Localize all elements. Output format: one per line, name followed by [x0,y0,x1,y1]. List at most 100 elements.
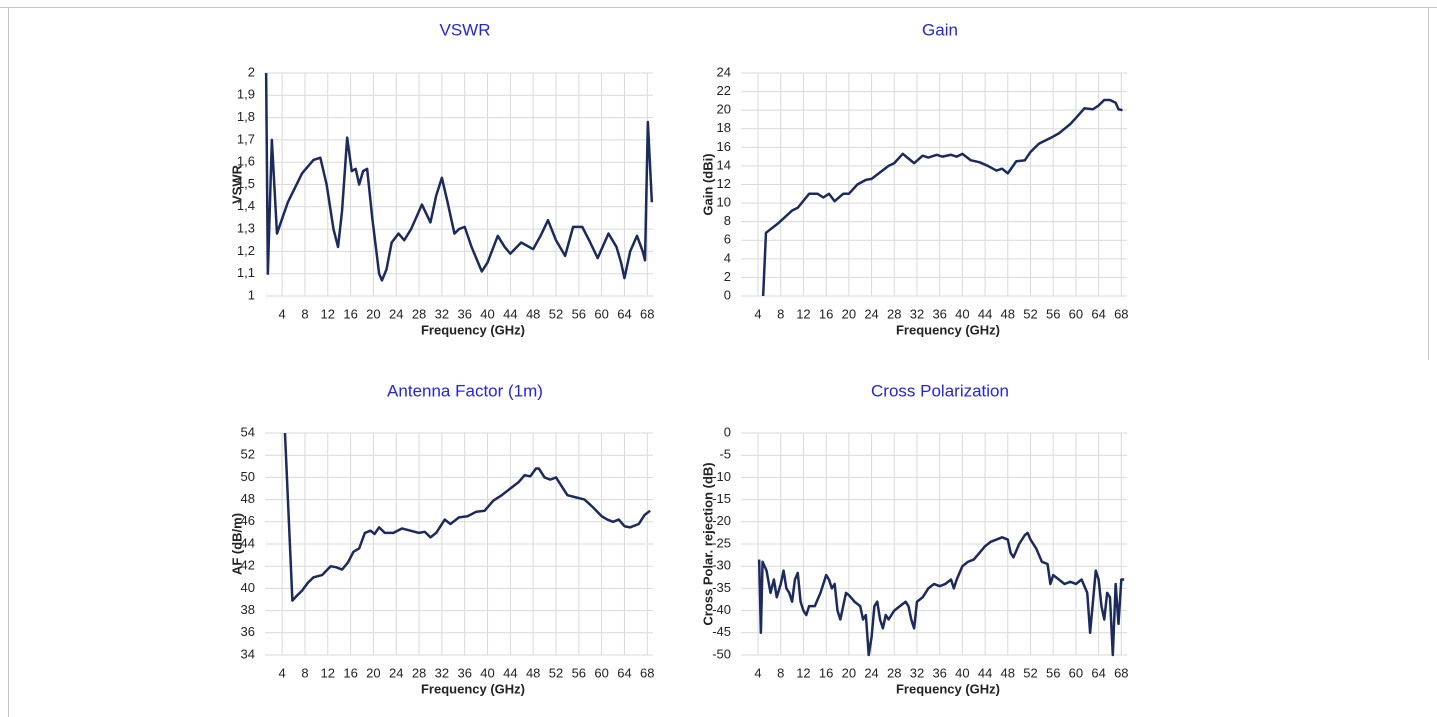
y-tick-label: 36 [241,624,255,639]
y-tick-label: 1,5 [237,176,255,191]
y-axis-title: AF (dB/m) [229,513,244,575]
y-axis-title: Cross Polar. rejection (dB) [700,462,715,625]
x-tick-label: 4 [754,306,761,321]
x-axis-title: Frequency (GHz) [896,322,1000,337]
chart-title: Antenna Factor (1m) [387,381,543,400]
x-tick-label: 44 [503,665,517,680]
y-axis-title: VSWR [229,164,244,204]
data-line [264,72,654,282]
x-axis-title: Frequency (GHz) [421,681,525,696]
y-tick-label: 52 [241,447,255,462]
y-tick-label: 14 [717,157,731,172]
x-tick-label: 48 [526,306,540,321]
x-tick-label: 64 [1091,306,1105,321]
y-tick-label: 2 [724,269,731,284]
y-tick-label: 44 [241,535,255,550]
x-tick-label: 44 [978,665,992,680]
x-axis-title: Frequency (GHz) [896,681,1000,696]
x-tick-label: 8 [301,665,308,680]
x-tick-label: 32 [435,306,449,321]
x-tick-label: 16 [343,665,357,680]
x-tick-label: 56 [572,665,586,680]
data-line [757,531,1125,657]
y-tick-label: -30 [712,558,731,573]
x-tick-label: 20 [366,665,380,680]
x-tick-label: 52 [1023,665,1037,680]
data-line [761,98,1123,297]
x-tick-label: 60 [594,306,608,321]
x-tick-label: 68 [1114,665,1128,680]
y-tick-label: -50 [712,646,731,661]
x-tick-label: 36 [457,665,471,680]
x-tick-label: 44 [503,306,517,321]
x-tick-label: 60 [1069,306,1083,321]
y-tick-label: 20 [717,102,731,117]
x-tick-label: 8 [301,306,308,321]
x-tick-label: 12 [321,665,335,680]
y-tick-label: 2 [248,64,255,79]
x-axis-title: Frequency (GHz) [421,322,525,337]
x-tick-label: 8 [777,306,784,321]
y-tick-label: -20 [712,513,731,528]
y-tick-label: 1,4 [237,198,255,213]
y-tick-label: 1 [248,287,255,302]
x-tick-label: 24 [389,665,403,680]
x-tick-label: 52 [549,306,563,321]
x-tick-label: 56 [572,306,586,321]
x-tick-label: 48 [1001,665,1015,680]
y-tick-label: -5 [719,447,731,462]
x-tick-label: 12 [796,665,810,680]
y-tick-label: 12 [717,176,731,191]
y-tick-label: 6 [724,232,731,247]
x-tick-label: 32 [435,665,449,680]
x-tick-label: 56 [1046,306,1060,321]
y-tick-label: 40 [241,580,255,595]
x-tick-label: 4 [279,306,286,321]
x-tick-label: 48 [526,665,540,680]
x-tick-label: 20 [842,665,856,680]
chart-title: Gain [922,20,958,39]
x-tick-label: 40 [955,306,969,321]
y-tick-label: 42 [241,558,255,573]
x-tick-label: 32 [910,306,924,321]
y-tick-label: 1,6 [237,154,255,169]
y-tick-label: 22 [717,83,731,98]
y-tick-label: 0 [724,287,731,302]
y-axis-title: Gain (dBi) [700,153,715,215]
x-tick-label: 40 [480,665,494,680]
x-tick-label: 64 [1091,665,1105,680]
y-tick-label: 1,9 [237,87,255,102]
x-tick-label: 64 [617,665,631,680]
x-tick-label: 64 [617,306,631,321]
x-tick-label: 16 [343,306,357,321]
y-tick-label: -40 [712,602,731,617]
x-tick-label: 60 [1069,665,1083,680]
x-tick-label: 16 [819,665,833,680]
y-tick-label: 1,8 [237,109,255,124]
x-tick-label: 28 [887,306,901,321]
x-tick-label: 60 [594,665,608,680]
y-tick-label: -45 [712,624,731,639]
x-tick-label: 52 [549,665,563,680]
x-tick-label: 56 [1046,665,1060,680]
x-tick-label: 8 [777,665,784,680]
x-tick-label: 12 [321,306,335,321]
x-tick-label: 68 [640,665,654,680]
x-tick-label: 16 [819,306,833,321]
x-tick-label: 44 [978,306,992,321]
x-tick-label: 4 [754,665,761,680]
x-tick-label: 36 [932,665,946,680]
y-tick-label: 1,1 [237,265,255,280]
x-tick-label: 28 [412,306,426,321]
y-tick-label: 1,2 [237,243,255,258]
chart-title: Cross Polarization [871,381,1009,400]
y-tick-label: 34 [241,646,255,661]
y-tick-label: -10 [712,469,731,484]
y-tick-label: -15 [712,491,731,506]
y-tick-label: 0 [724,424,731,439]
x-tick-label: 4 [279,665,286,680]
y-tick-label: 10 [717,195,731,210]
x-tick-label: 24 [864,665,878,680]
y-tick-label: 18 [717,120,731,135]
